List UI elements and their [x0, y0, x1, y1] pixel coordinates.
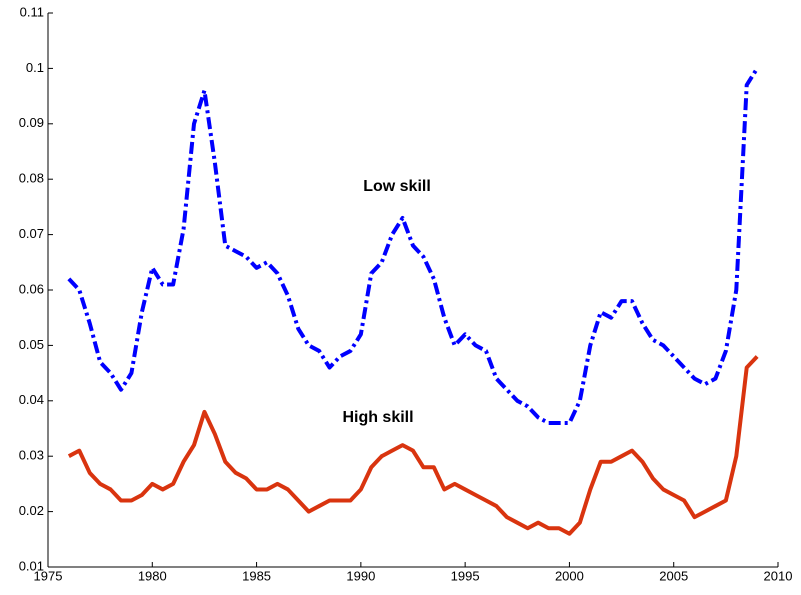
- x-tick-label: 1995: [451, 568, 480, 583]
- y-tick-label: 0.07: [19, 226, 44, 241]
- series-line: [67, 67, 759, 425]
- y-tick-label: 0.01: [19, 558, 44, 573]
- y-tick-label: 0.09: [19, 115, 44, 130]
- y-tick-label: 0.11: [20, 4, 44, 19]
- series-label: High skill: [342, 409, 413, 426]
- y-tick-label: 0.03: [19, 448, 44, 463]
- x-tick-label: 1990: [346, 568, 375, 583]
- series-line: [67, 355, 759, 536]
- y-tick-label: 0.06: [19, 281, 44, 296]
- y-tick-label: 0.05: [19, 337, 44, 352]
- y-tick-label: 0.04: [19, 392, 44, 407]
- x-tick-label: 2000: [555, 568, 584, 583]
- x-tick-label: 1985: [242, 568, 271, 583]
- y-tick-label: 0.08: [19, 171, 44, 186]
- y-tick-label: 0.02: [19, 503, 44, 518]
- x-tick-label: 2005: [659, 568, 688, 583]
- x-tick-label: 1975: [34, 568, 63, 583]
- y-tick-label: 0.1: [26, 60, 44, 75]
- x-tick-label: 2010: [764, 568, 793, 583]
- x-tick-label: 1980: [138, 568, 167, 583]
- series-label: Low skill: [363, 178, 431, 195]
